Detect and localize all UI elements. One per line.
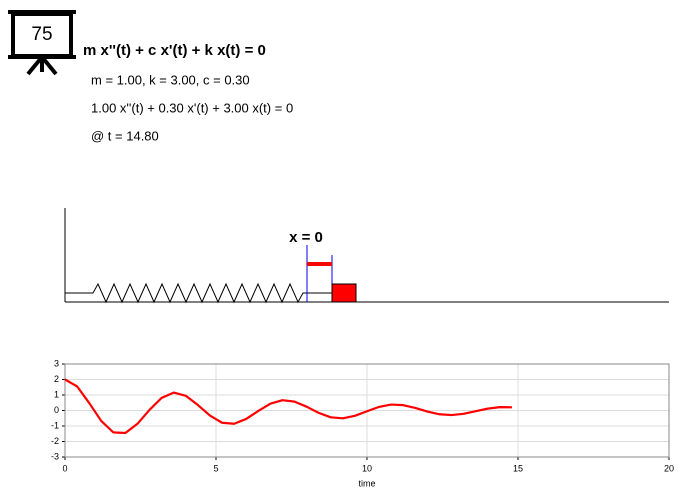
icon-label: 75 — [31, 24, 52, 45]
mass — [331, 283, 357, 303]
spring — [65, 282, 332, 304]
x-tick-label: 5 — [213, 463, 218, 473]
y-tick-label: 0 — [54, 405, 59, 415]
x-axis-label: time — [358, 478, 375, 488]
y-tick-label: 1 — [54, 389, 59, 399]
parameters: m = 1.00, k = 3.00, c = 0.30 — [91, 72, 250, 87]
x-tick-label: 20 — [664, 463, 674, 473]
y-tick-label: -3 — [51, 451, 59, 461]
plot-frame — [64, 363, 670, 458]
y-tick-label: 2 — [54, 374, 59, 384]
data-line — [64, 378, 512, 435]
x-tick-label: 15 — [513, 463, 523, 473]
icon: 75 — [8, 10, 76, 76]
numeric-equation: 1.00 x''(t) + 0.30 x'(t) + 3.00 x(t) = 0 — [91, 100, 293, 115]
leg — [40, 55, 58, 76]
leg — [26, 55, 44, 76]
x-tick-label: 10 — [362, 463, 372, 473]
plot: -3 -2 -1 0 1 2 3 0 5 10 15 20 time — [51, 358, 674, 488]
y-tick-label: 3 — [54, 358, 59, 368]
spring-diagram: x = 0 — [64, 208, 669, 304]
time-label: @ t = 14.80 — [91, 128, 159, 143]
y-tick-label: -1 — [51, 420, 59, 430]
zero-label: x = 0 — [289, 229, 323, 246]
x-tick-label: 0 — [62, 463, 67, 473]
y-tick-label: -2 — [51, 436, 59, 446]
equation: m x''(t) + c x'(t) + k x(t) = 0 — [83, 42, 266, 59]
